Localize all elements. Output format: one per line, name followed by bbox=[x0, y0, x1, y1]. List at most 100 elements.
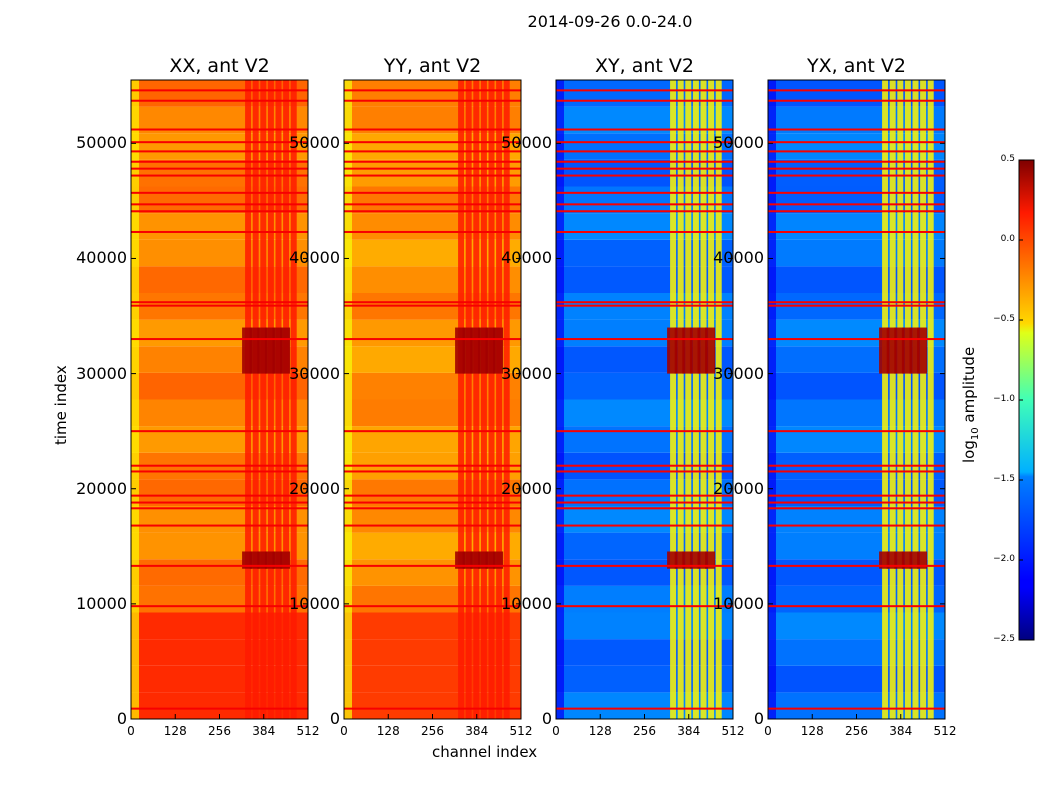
rfi-line bbox=[131, 464, 308, 467]
rfi-line bbox=[344, 430, 521, 433]
bright-channel bbox=[503, 80, 510, 719]
colorbar-tick-label: 0.0 bbox=[1000, 234, 1015, 244]
rfi-line bbox=[768, 191, 945, 194]
burst-region bbox=[894, 327, 905, 374]
rfi-line bbox=[131, 160, 308, 163]
rfi-line bbox=[556, 707, 733, 710]
burst-region bbox=[272, 327, 283, 374]
rfi-line bbox=[344, 707, 521, 710]
burst-region bbox=[697, 327, 708, 374]
burst-region bbox=[705, 327, 716, 374]
rfi-line bbox=[344, 524, 521, 527]
burst-region bbox=[462, 327, 473, 374]
burst-region bbox=[455, 551, 466, 569]
rfi-line bbox=[768, 564, 945, 567]
bright-channel bbox=[488, 80, 495, 719]
colorbar-label: log10 amplitude bbox=[960, 347, 981, 463]
y-tick-label: 0 bbox=[541, 709, 552, 728]
x-tick-label: 384 bbox=[465, 724, 489, 738]
x-tick-label: 256 bbox=[633, 724, 656, 738]
x-tick-label: 0 bbox=[552, 724, 560, 738]
rfi-line bbox=[768, 230, 945, 233]
rfi-line bbox=[344, 230, 521, 233]
rfi-line bbox=[556, 338, 733, 341]
y-tick-label: 40000 bbox=[501, 248, 552, 268]
bright-channel bbox=[897, 80, 904, 719]
y-tick-label: 0 bbox=[116, 709, 127, 728]
burst-region bbox=[264, 327, 275, 374]
colorbar-label-suffix: amplitude bbox=[960, 346, 978, 428]
panel-1 bbox=[130, 79, 309, 720]
rfi-line bbox=[556, 210, 733, 213]
x-tick-label: 0 bbox=[127, 724, 135, 738]
burst-region bbox=[901, 551, 912, 569]
rfi-line bbox=[556, 464, 733, 467]
rfi-line bbox=[344, 160, 521, 163]
panel-title-3: XY, ant V2 bbox=[595, 55, 694, 77]
x-tick-label: 128 bbox=[376, 724, 400, 738]
rfi-line bbox=[556, 203, 733, 206]
y-tick-label: 20000 bbox=[713, 478, 764, 498]
y-tick-label: 40000 bbox=[713, 248, 764, 268]
colorbar-tick-label: −2.5 bbox=[993, 634, 1015, 644]
burst-region bbox=[280, 551, 291, 569]
rfi-line bbox=[768, 494, 945, 497]
rfi-line bbox=[768, 99, 945, 102]
colorbar-label-subscript: 10 bbox=[970, 427, 981, 441]
x-tick-label: 256 bbox=[421, 724, 444, 738]
burst-region bbox=[894, 551, 905, 569]
rfi-line bbox=[556, 494, 733, 497]
y-tick-label: 50000 bbox=[501, 133, 552, 153]
rfi-line bbox=[768, 301, 945, 304]
x-tick-label: 256 bbox=[845, 724, 868, 738]
x-tick-label: 256 bbox=[208, 724, 231, 738]
x-tick-label: 384 bbox=[252, 724, 276, 738]
y-tick-label: 50000 bbox=[713, 133, 764, 153]
rfi-line bbox=[131, 191, 308, 194]
rfi-line bbox=[768, 150, 945, 153]
panel-3 bbox=[555, 79, 734, 720]
rfi-line bbox=[131, 707, 308, 710]
rfi-line bbox=[344, 128, 521, 131]
rfi-line bbox=[344, 564, 521, 567]
burst-region bbox=[242, 327, 253, 374]
burst-region bbox=[886, 551, 897, 569]
rfi-line bbox=[131, 301, 308, 304]
panel-title-4: YX, ant V2 bbox=[807, 55, 906, 77]
colorbar-tick-label: −2.0 bbox=[993, 554, 1015, 564]
x-axis-label: channel index bbox=[432, 743, 538, 761]
bright-channel bbox=[473, 80, 480, 719]
rfi-line bbox=[131, 605, 308, 608]
bright-channel bbox=[708, 80, 715, 719]
rfi-line bbox=[768, 141, 945, 144]
rfi-line bbox=[556, 167, 733, 170]
burst-region bbox=[264, 551, 275, 569]
rfi-line bbox=[768, 470, 945, 473]
x-tick-label: 0 bbox=[764, 724, 772, 738]
burst-region bbox=[462, 551, 473, 569]
burst-region bbox=[689, 327, 700, 374]
rfi-line bbox=[344, 150, 521, 153]
band-edge bbox=[344, 80, 352, 719]
rfi-line bbox=[768, 203, 945, 206]
burst-region bbox=[674, 327, 685, 374]
rfi-line bbox=[131, 524, 308, 527]
rfi-line bbox=[556, 501, 733, 504]
rfi-line bbox=[344, 99, 521, 102]
rfi-line bbox=[131, 564, 308, 567]
rfi-line bbox=[768, 464, 945, 467]
rfi-line bbox=[556, 430, 733, 433]
y-tick-label: 20000 bbox=[501, 478, 552, 498]
rfi-line bbox=[131, 507, 308, 510]
rfi-line bbox=[344, 605, 521, 608]
rfi-line bbox=[131, 304, 308, 307]
rfi-line bbox=[768, 128, 945, 131]
burst-region bbox=[493, 327, 504, 374]
bright-channel bbox=[275, 80, 282, 719]
burst-region bbox=[886, 327, 897, 374]
y-tick-label: 10000 bbox=[289, 593, 340, 613]
burst-region bbox=[477, 551, 488, 569]
colorbar-tick-label: −1.0 bbox=[993, 394, 1015, 404]
burst-region bbox=[909, 327, 920, 374]
